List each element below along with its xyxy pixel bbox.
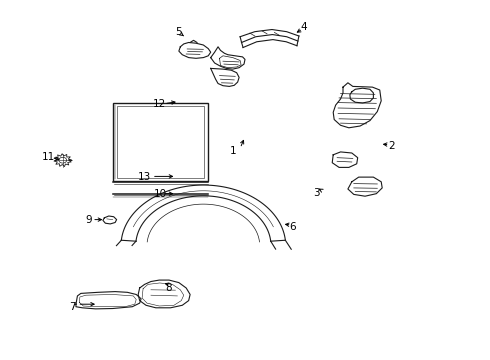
Text: 13: 13 (138, 172, 151, 182)
Text: 10: 10 (154, 189, 167, 199)
Text: 11: 11 (41, 152, 55, 162)
Text: 3: 3 (313, 188, 319, 198)
Text: 8: 8 (166, 283, 172, 293)
Bar (117, 106, 204, 178)
Text: 4: 4 (300, 22, 307, 32)
Text: 1: 1 (229, 146, 236, 156)
Text: 9: 9 (86, 215, 93, 225)
Text: 12: 12 (152, 99, 166, 109)
Bar (113, 103, 208, 181)
Text: 6: 6 (290, 222, 296, 232)
Text: 5: 5 (175, 27, 182, 37)
Text: 2: 2 (389, 141, 395, 151)
Text: 7: 7 (69, 302, 76, 312)
